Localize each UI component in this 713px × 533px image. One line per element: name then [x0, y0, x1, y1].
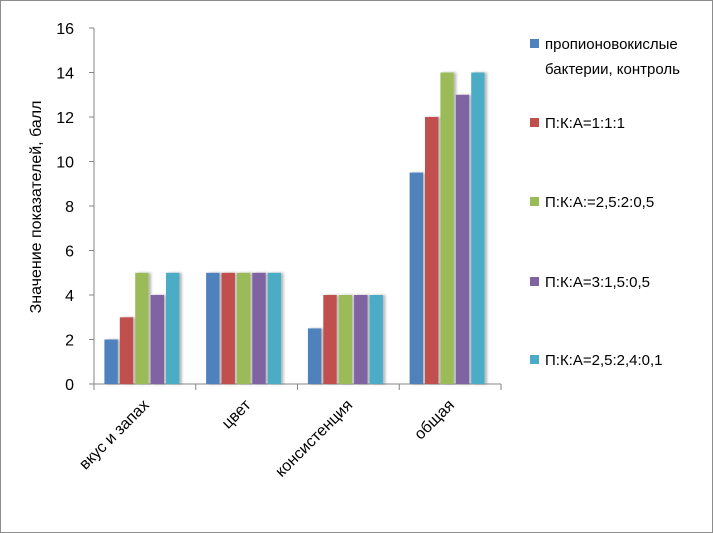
bar	[323, 295, 337, 384]
legend-swatch	[530, 39, 539, 48]
y-tick-label: 16	[56, 21, 74, 38]
bar	[354, 295, 368, 384]
y-tick-label: 8	[65, 199, 74, 216]
legend-label: П:К:А=1:1:1	[545, 115, 625, 132]
y-axis-title: Значение показателей, балл	[28, 101, 45, 314]
y-tick-label: 2	[65, 333, 74, 350]
legend-label: П:К:А:=2,5:2:0,5	[545, 194, 654, 211]
y-tick-label: 0	[65, 377, 74, 394]
bar	[135, 272, 149, 385]
y-tick-label: 4	[65, 288, 74, 305]
legend-swatch	[530, 197, 539, 206]
category-label: вкус и запах	[76, 397, 152, 473]
legend-label: П:К:А=3:1,5:0,5	[545, 274, 650, 291]
bar	[166, 272, 180, 385]
legend: пропионовокислые бактерии, контроль П:К:А=…	[530, 36, 680, 369]
category-label: цвет	[219, 396, 255, 432]
bar	[409, 172, 423, 384]
legend-label: П:К:А=2,5:2,4:0,1	[545, 352, 663, 369]
bar	[206, 272, 220, 385]
bar	[338, 295, 353, 384]
y-tick-label: 12	[56, 110, 74, 127]
y-tick-label: 6	[65, 244, 74, 261]
bar	[471, 72, 485, 384]
category-label: консистенция	[272, 397, 356, 481]
bar	[150, 295, 164, 384]
y-tick-label: 10	[56, 155, 74, 172]
bar	[104, 339, 118, 384]
category-label: общая	[411, 397, 458, 444]
bar	[221, 272, 235, 385]
y-tick-label: 14	[56, 66, 74, 83]
bar	[369, 295, 383, 384]
bar	[307, 328, 322, 384]
bar	[440, 72, 454, 384]
legend-swatch	[530, 118, 539, 127]
legend-label: пропионовокислые бактерии, контроль	[545, 36, 680, 78]
bar	[236, 272, 251, 385]
legend-swatch	[530, 355, 539, 364]
bar	[267, 272, 282, 385]
bar	[252, 272, 266, 385]
bar	[119, 317, 134, 385]
bar	[455, 94, 470, 385]
legend-swatch	[530, 277, 539, 286]
bar	[425, 117, 439, 384]
plot-area: 0 2 4 6 8 10 12 14 16 вкус и запах цвет консистенци…	[56, 21, 502, 481]
